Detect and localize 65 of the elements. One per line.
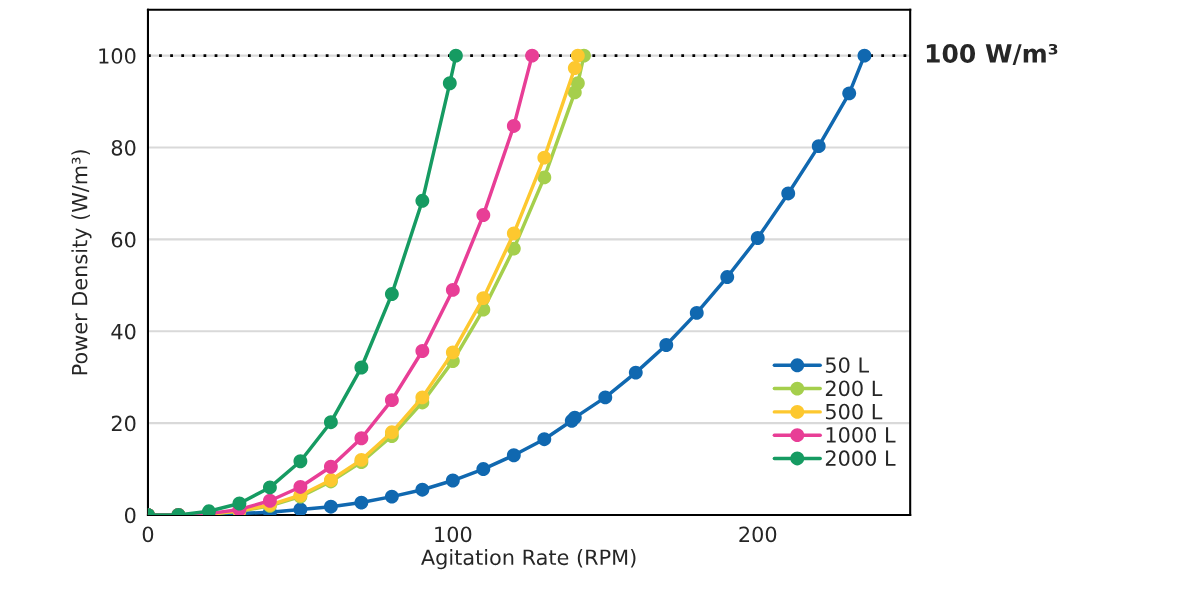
legend-label: 500 L [825, 403, 883, 420]
point [842, 86, 857, 101]
point [293, 502, 308, 515]
point [293, 454, 308, 469]
point [476, 208, 491, 222]
point [506, 226, 521, 241]
y-tick-label: 40 [111, 323, 136, 340]
point [415, 390, 430, 405]
y-tick-label: 100 [99, 48, 136, 64]
point [384, 287, 399, 301]
point [720, 270, 735, 284]
y-tick-label: 0 [124, 507, 136, 524]
point [445, 473, 460, 488]
point [525, 48, 540, 63]
point [384, 393, 399, 408]
point [506, 448, 521, 463]
point [811, 139, 826, 154]
point [354, 360, 369, 375]
point [781, 186, 796, 201]
point [448, 48, 463, 63]
point [293, 480, 308, 494]
point [598, 390, 613, 405]
point [537, 170, 552, 185]
point [415, 482, 430, 497]
point [442, 76, 457, 91]
point [415, 193, 430, 208]
point [323, 459, 338, 474]
point [262, 493, 277, 508]
point [323, 415, 338, 430]
point [628, 365, 643, 380]
point [232, 496, 247, 511]
ref-line-label: 100 W/m³ [926, 44, 1058, 65]
legend-label: 200 L [825, 380, 883, 397]
point [262, 480, 277, 495]
y-tick-label: 20 [111, 415, 136, 432]
point [476, 291, 491, 306]
x-tick-label: 200 [739, 526, 777, 543]
legend-label: 50 L [825, 357, 869, 373]
point [354, 495, 369, 510]
point [570, 48, 585, 63]
point [415, 344, 430, 358]
y-tick-label: 80 [111, 139, 136, 156]
point [445, 345, 460, 360]
point [506, 118, 521, 133]
point [570, 76, 585, 91]
point [857, 48, 872, 63]
x-tick-label: 100 [435, 526, 472, 543]
point [384, 425, 399, 440]
x-tick-label: 0 [142, 526, 154, 543]
point [689, 305, 704, 320]
x-axis-title: Agitation Rate (RPM) [421, 549, 636, 570]
y-tick-label: 60 [111, 231, 136, 248]
point [354, 431, 369, 446]
point [537, 432, 552, 447]
point [476, 462, 491, 476]
legend-label: 2000 L [825, 450, 896, 467]
point [567, 61, 582, 76]
point [537, 150, 552, 165]
point [445, 282, 460, 297]
point [384, 489, 399, 504]
legend-label: 1000 L [826, 427, 896, 443]
point [323, 499, 338, 514]
point [750, 231, 765, 245]
point [659, 338, 674, 352]
y-axis-title: Power Density (W/m³) [71, 150, 92, 375]
